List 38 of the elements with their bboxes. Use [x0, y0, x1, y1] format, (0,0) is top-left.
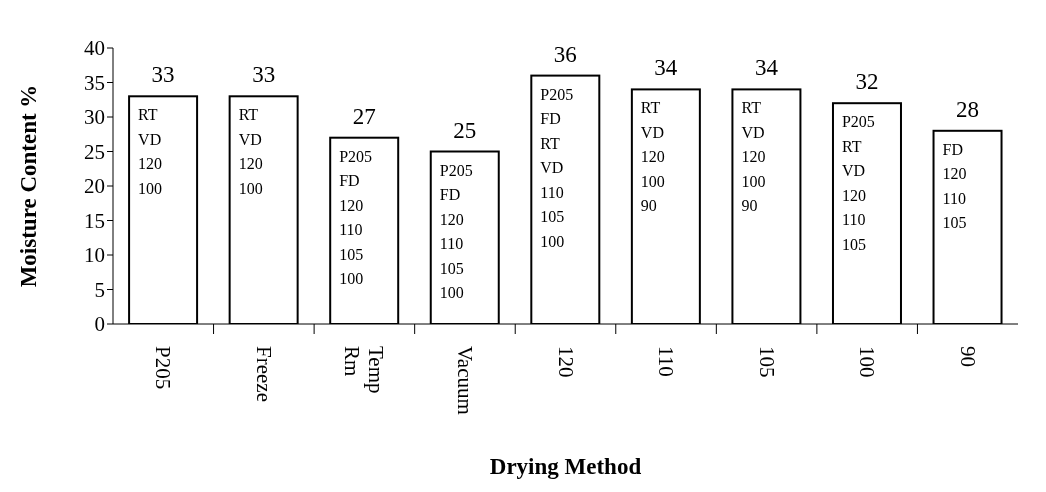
data-label: 33: [252, 62, 276, 88]
y-tick-label: 15: [84, 208, 105, 233]
x-tick-label: Freeze: [251, 346, 276, 402]
y-tick-label: 10: [84, 243, 105, 268]
y-axis-title: Moisture Content %: [16, 84, 42, 288]
x-tick-label: Vacuum: [452, 346, 477, 415]
y-tick-label: 0: [94, 312, 105, 337]
annotation: RT VD 120 100 90: [640, 99, 665, 215]
x-tick-label: 105: [754, 346, 779, 378]
annotation: P205 FD 120 110 105 100: [439, 161, 473, 301]
annotation: RT VD 120 100: [138, 106, 163, 197]
data-label: 34: [754, 55, 779, 81]
x-tick-label: 120: [553, 346, 578, 378]
y-tick-label: 25: [84, 139, 105, 164]
x-tick-label: 110: [654, 346, 679, 377]
data-label: 34: [654, 55, 678, 81]
y-tick-label: 40: [84, 36, 105, 61]
annotation: RT VD 120 100 90: [741, 99, 766, 215]
y-tick-label: 20: [84, 174, 105, 199]
data-label: 27: [352, 103, 376, 129]
annotation: P205 FD 120 110 105 100: [339, 147, 373, 288]
y-tick-label: 5: [94, 277, 105, 302]
annotation: FD 120 110 105: [942, 140, 967, 232]
data-label: 32: [855, 69, 879, 95]
data-label: 28: [956, 96, 980, 122]
x-tick-label: 90: [955, 346, 980, 367]
x-tick-label: Rm Temp: [340, 346, 389, 394]
x-tick-label: 100: [855, 346, 880, 378]
y-tick-label: 30: [84, 105, 105, 130]
y-tick-label: 35: [84, 70, 105, 95]
data-label: 36: [553, 41, 577, 67]
annotation: P205 FD RT VD 110 105 100: [540, 85, 574, 250]
data-label: 33: [151, 62, 175, 88]
annotation: RT VD 120 100: [238, 106, 263, 197]
annotation: P205 RT VD 120 110 105: [841, 113, 875, 253]
data-label: 25: [453, 117, 477, 143]
x-tick-label: P205: [151, 346, 176, 390]
x-axis-title: Drying Method: [489, 454, 642, 479]
